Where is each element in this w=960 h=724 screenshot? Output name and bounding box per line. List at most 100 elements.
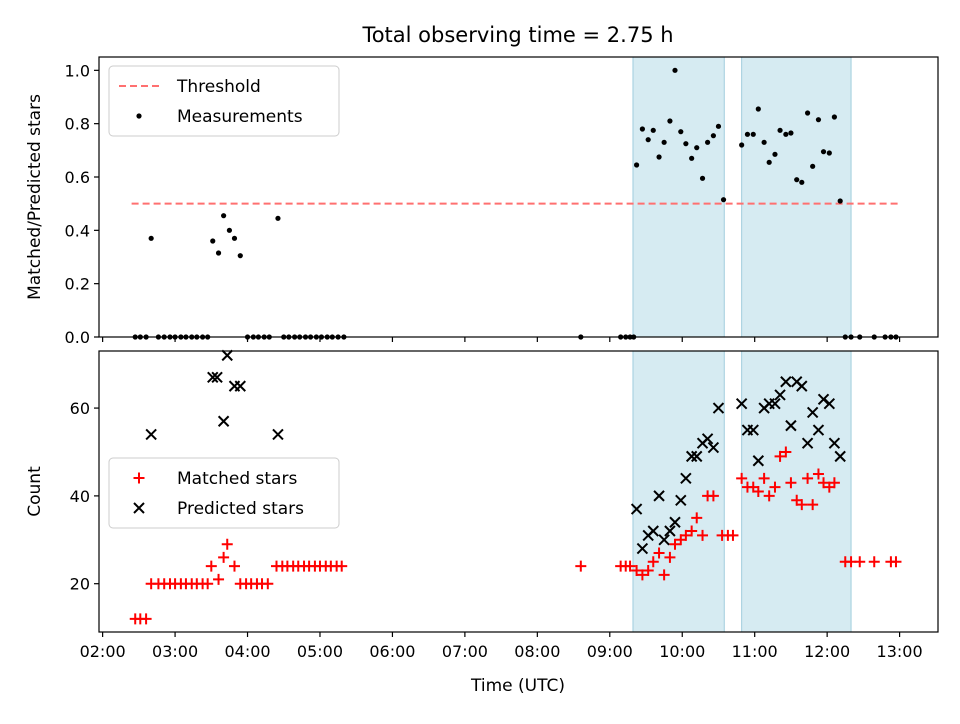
data-point [735,397,748,410]
data-point [680,472,692,485]
data-point [647,525,659,537]
data-point [683,141,689,147]
legend-label: Threshold [176,77,261,97]
data-point [664,551,676,563]
data-point [758,472,770,484]
data-point [747,424,759,436]
x-tick-label: 03:00 [152,642,198,661]
x-tick-label: 02:00 [80,642,126,661]
data-point [691,512,703,524]
data-point [812,468,824,480]
data-point [218,551,230,563]
data-point [272,428,284,441]
data-point [669,516,681,528]
data-point [890,556,902,568]
data-point [868,556,880,568]
legend-swatch [133,502,145,514]
data-point [221,213,227,219]
legend-label: Measurements [177,107,303,127]
x-tick-label: 06:00 [369,642,415,661]
legend-box [108,457,340,529]
data-point [653,490,665,502]
data-point [672,67,678,73]
y-axis-label: Count [25,466,45,517]
data-point [653,547,665,559]
data-point [807,499,819,511]
data-point [763,490,775,502]
data-point [854,556,866,568]
data-point [207,371,219,384]
data-point [823,397,836,410]
data-point [148,235,154,241]
data-point [785,419,797,432]
data-point [658,569,670,581]
data-point [689,155,695,161]
data-point [639,126,645,132]
data-point [691,450,703,463]
y-tick-label: 40 [70,487,90,506]
data-point [647,556,659,568]
data-point [752,486,764,497]
legend-box [108,65,340,137]
data-point [720,197,727,203]
data-point [828,437,841,449]
data-point [656,154,662,160]
y-tick-label: 0.6 [65,168,90,187]
data-point [645,137,651,143]
legend-swatch [133,472,145,484]
data-point [780,446,792,458]
data-point [820,149,827,155]
legend-swatch [136,113,142,119]
data-point [712,402,725,414]
x-tick-label: 12:00 [804,642,850,661]
legend-label: Predicted stars [177,499,304,519]
data-point [140,613,152,625]
x-tick-label: 11:00 [732,642,778,661]
data-point [205,560,217,572]
y-tick-label: 20 [70,575,90,594]
data-point [675,494,687,506]
data-point [237,253,243,259]
data-point [694,145,700,151]
data-point [661,139,667,145]
data-point [575,560,587,572]
data-point [806,406,819,419]
data-point [336,560,348,572]
data-point [669,538,681,550]
data-point [715,123,722,129]
data-point [650,127,656,133]
data-point [213,573,225,585]
data-point [752,455,765,467]
x-tick-label: 07:00 [442,642,488,661]
data-point [831,114,837,120]
data-point [707,490,719,502]
x-axis-label: Time (UTC) [470,676,565,696]
highlight-band [632,350,725,633]
data-point [202,578,214,590]
data-point [777,127,783,133]
data-point [707,441,720,454]
data-point [801,437,814,449]
data-point [678,129,684,135]
data-point [812,424,825,436]
y-tick-label: 0.0 [65,328,90,347]
panel-count: 20 40 60 02:00 03:00 04:00 05:00 06:00 07:00 08:0… [25,349,939,661]
data-point [727,529,739,541]
data-point [234,380,246,392]
highlight-band [741,56,852,338]
y-tick-label: 0.8 [65,115,90,134]
data-point [633,162,640,168]
x-tick-label: 09:00 [587,642,633,661]
data-point [804,110,811,116]
data-point [769,481,781,493]
x-tick-label: 08:00 [514,642,560,661]
data-point [275,215,281,221]
data-point [834,450,846,463]
data-point [815,117,822,123]
data-point [785,477,797,489]
x-tick-label: 10:00 [659,642,705,661]
data-point [664,525,676,537]
data-point [231,235,238,241]
data-point [796,380,808,392]
data-point [217,415,230,427]
